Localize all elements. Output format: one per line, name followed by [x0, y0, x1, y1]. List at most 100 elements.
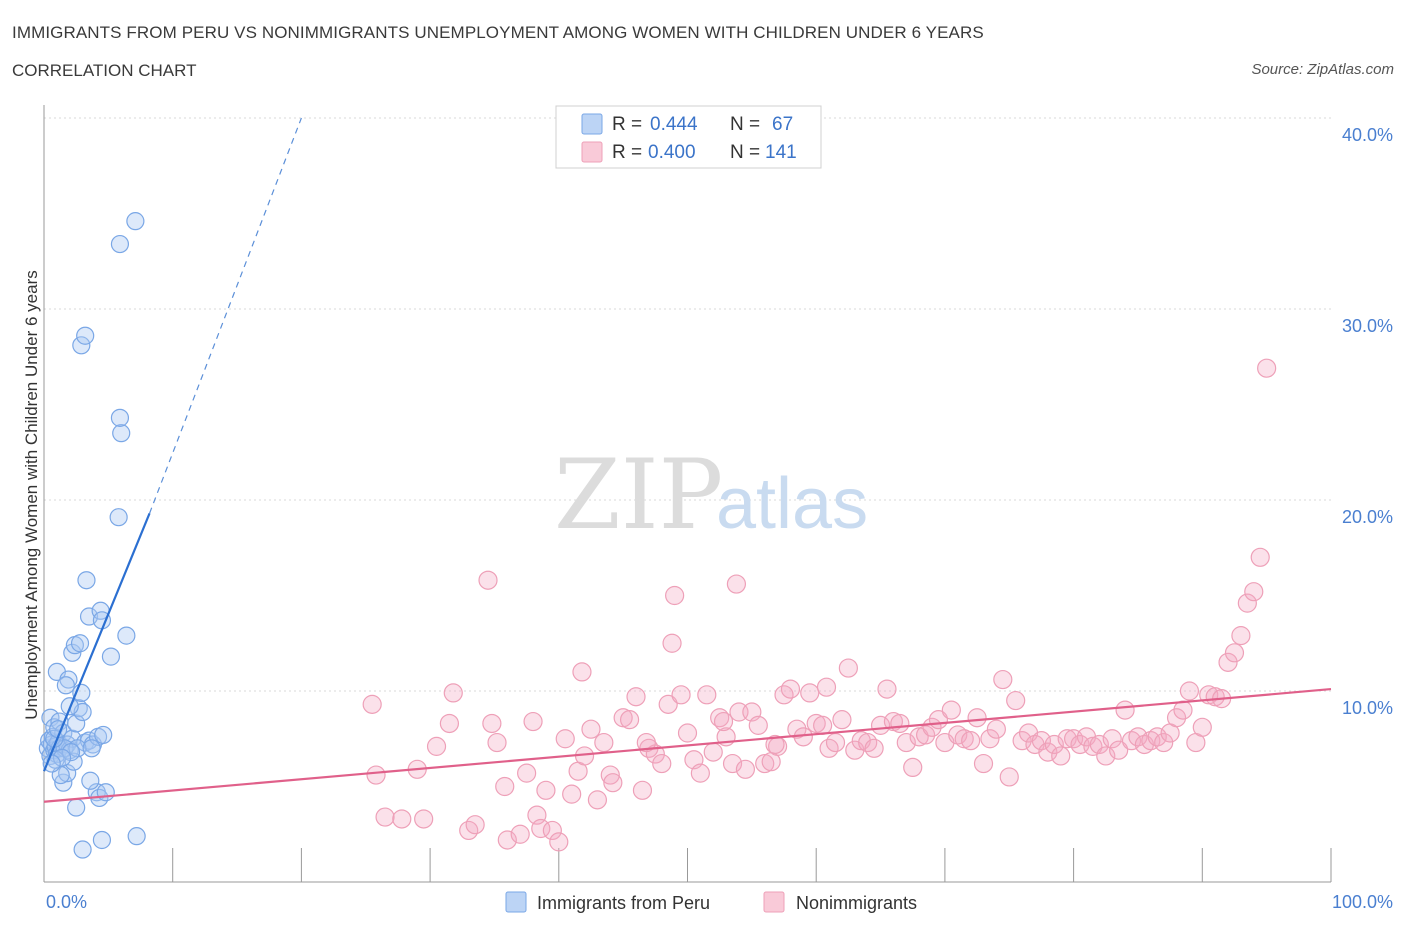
- trend-lines: [42, 117, 1332, 803]
- legend-n-label-nonimmigrants: N =: [730, 142, 760, 163]
- point-nonimmigrants: [658, 694, 678, 714]
- point-nonimmigrants: [1006, 690, 1026, 711]
- point-nonimmigrants: [1128, 727, 1148, 747]
- point-peru: [77, 571, 96, 590]
- point-nonimmigrants: [1192, 717, 1212, 737]
- point-peru: [126, 212, 145, 231]
- point-peru: [82, 739, 101, 758]
- legend-swatch-nonimmigrants: [581, 141, 603, 163]
- point-peru: [109, 508, 128, 527]
- point-peru: [112, 424, 131, 443]
- point-nonimmigrants: [1031, 731, 1052, 751]
- point-peru: [67, 714, 86, 733]
- point-nonimmigrants: [671, 685, 691, 705]
- point-nonimmigrants: [941, 700, 961, 720]
- point-peru: [52, 748, 72, 767]
- point-nonimmigrants: [536, 780, 556, 800]
- point-nonimmigrants: [787, 719, 807, 739]
- point-peru: [127, 827, 146, 846]
- point-nonimmigrants: [665, 585, 685, 606]
- point-nonimmigrants: [1038, 742, 1058, 762]
- bottom-legend-swatch-peru: [505, 891, 527, 913]
- point-peru: [92, 830, 112, 850]
- point-nonimmigrants: [375, 807, 395, 827]
- gridlines: [44, 117, 1331, 692]
- point-nonimmigrants: [1109, 740, 1129, 760]
- legend-n-value-peru: 67: [772, 114, 793, 135]
- point-nonimmigrants: [677, 723, 698, 743]
- point-nonimmigrants: [619, 710, 640, 730]
- point-nonimmigrants: [581, 719, 601, 739]
- point-nonimmigrants: [600, 765, 620, 785]
- point-nonimmigrants: [690, 763, 710, 783]
- point-nonimmigrants: [1051, 746, 1071, 766]
- point-nonimmigrants: [1244, 582, 1264, 602]
- point-peru: [67, 798, 86, 817]
- point-nonimmigrants: [980, 729, 1000, 749]
- point-nonimmigrants: [713, 711, 734, 732]
- x-tick-labels: 0.0% 100.0%: [46, 892, 1393, 912]
- point-nonimmigrants: [1250, 547, 1270, 567]
- point-nonimmigrants: [587, 790, 608, 810]
- point-nonimmigrants: [1115, 700, 1135, 720]
- x-tick-label-min: 0.0%: [46, 892, 87, 912]
- legend-n-value-nonimmigrants: 141: [765, 142, 797, 163]
- bottom-legend-label-nonimmigrants: Nonimmigrants: [796, 893, 917, 913]
- point-peru: [81, 771, 100, 790]
- point-nonimmigrants: [813, 715, 833, 735]
- trend-line-nonimmigrants: [43, 687, 1332, 803]
- point-nonimmigrants: [652, 753, 672, 774]
- point-nonimmigrants: [903, 757, 923, 778]
- point-nonimmigrants: [1257, 358, 1277, 378]
- point-nonimmigrants: [487, 732, 507, 753]
- point-nonimmigrants: [495, 776, 515, 797]
- point-nonimmigrants: [632, 780, 653, 800]
- point-nonimmigrants: [414, 809, 434, 829]
- point-nonimmigrants: [523, 711, 543, 732]
- point-nonimmigrants: [999, 767, 1019, 787]
- x-tick-label-max: 100.0%: [1332, 892, 1393, 912]
- point-nonimmigrants: [439, 713, 460, 734]
- watermark-zip: ZIP: [554, 439, 723, 551]
- legend-r-value-peru: 0.444: [650, 114, 698, 135]
- point-nonimmigrants: [877, 679, 897, 699]
- legend-swatch-peru: [581, 113, 603, 135]
- point-nonimmigrants: [710, 708, 730, 728]
- point-nonimmigrants: [973, 753, 994, 774]
- point-nonimmigrants: [555, 729, 575, 749]
- point-nonimmigrants: [1102, 729, 1122, 749]
- point-nonimmigrants: [961, 731, 981, 751]
- point-nonimmigrants: [510, 824, 530, 844]
- point-nonimmigrants: [572, 662, 592, 682]
- point-peru: [61, 743, 81, 762]
- point-peru: [110, 234, 130, 254]
- trend-line-peru-extrapolated: [148, 117, 302, 514]
- point-nonimmigrants: [697, 685, 717, 705]
- point-nonimmigrants: [362, 694, 382, 714]
- point-nonimmigrants: [915, 725, 936, 745]
- point-nonimmigrants: [838, 658, 858, 678]
- y-tick-label: 10.0%: [1342, 698, 1393, 718]
- point-peru: [56, 676, 75, 695]
- legend-r-value-nonimmigrants: 0.400: [648, 142, 696, 163]
- series-nonimmigrants-points: [362, 358, 1277, 852]
- point-nonimmigrants: [594, 732, 614, 753]
- chart-title: IMMIGRANTS FROM PERU VS NONIMMIGRANTS UN…: [12, 23, 984, 42]
- point-nonimmigrants: [825, 732, 846, 753]
- legend-r-label-nonimmigrants: R =: [612, 142, 642, 163]
- legend-r-label-peru: R =: [612, 114, 642, 135]
- point-nonimmigrants: [890, 713, 910, 734]
- point-nonimmigrants: [1173, 700, 1193, 720]
- point-nonimmigrants: [1224, 643, 1245, 663]
- y-tick-label: 30.0%: [1342, 316, 1393, 336]
- point-nonimmigrants: [366, 765, 386, 785]
- point-nonimmigrants: [443, 683, 463, 703]
- point-nonimmigrants: [542, 820, 562, 841]
- point-nonimmigrants: [603, 773, 623, 793]
- axes: [43, 105, 1332, 883]
- legend-n-label-peru: N =: [730, 114, 760, 135]
- point-nonimmigrants: [662, 633, 682, 653]
- series-legend: Immigrants from Peru Nonimmigrants: [505, 891, 917, 913]
- point-nonimmigrants: [703, 742, 723, 762]
